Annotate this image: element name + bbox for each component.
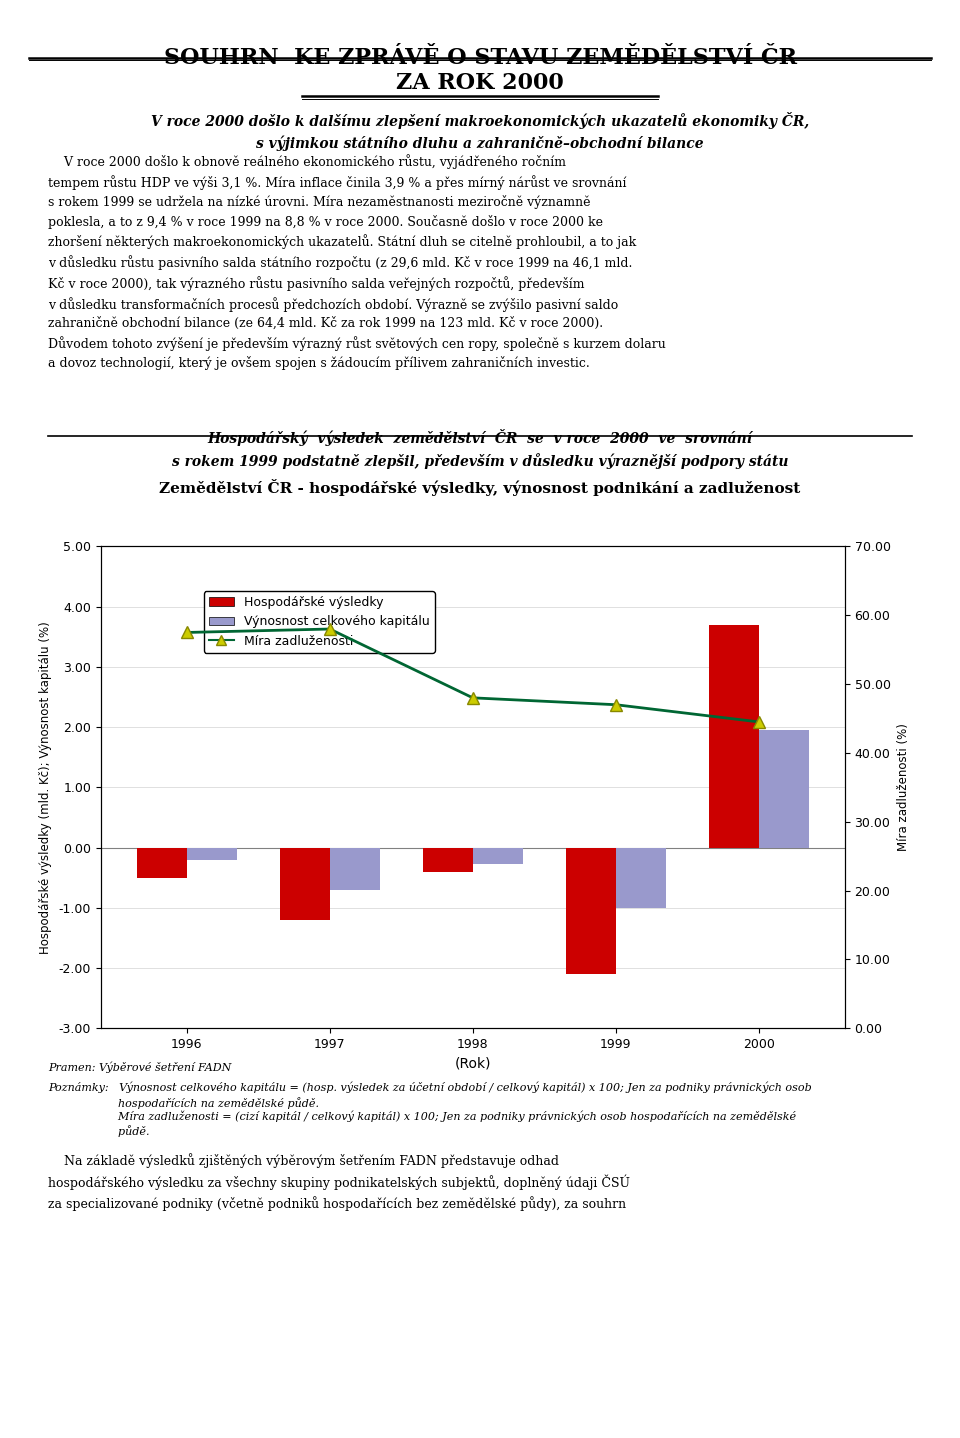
Text: Zemědělství ČR - hospodářské výsledky, výnosnost podnikání a zadluženost: Zemědělství ČR - hospodářské výsledky, v… bbox=[159, 479, 801, 496]
Text: V roce 2000 došlo k obnově reálného ekonomického růstu, vyjádřeného ročním
tempe: V roce 2000 došlo k obnově reálného ekon… bbox=[48, 154, 665, 371]
Text: Poznámky:   Výnosnost celkového kapitálu = (hosp. výsledek za účetní období / ce: Poznámky: Výnosnost celkového kapitálu =… bbox=[48, 1081, 812, 1109]
Bar bbox=[759, 731, 809, 847]
Bar bbox=[708, 624, 759, 847]
Text: Míra zadluženosti = (cizí kapitál / celkový kapitál) x 100; Jen za podniky právn: Míra zadluženosti = (cizí kapitál / celk… bbox=[48, 1110, 796, 1137]
Text: Hospodářský  výsledek  zemědělství  ČR  se  v roce  2000  ve  srovnání
s rokem 1: Hospodářský výsledek zemědělství ČR se v… bbox=[172, 429, 788, 469]
Y-axis label: Hospodářské výsledky (mld. Kč); Výnosnost kapitálu (%): Hospodářské výsledky (mld. Kč); Výnosnos… bbox=[38, 621, 52, 953]
Bar bbox=[329, 847, 380, 890]
Bar bbox=[565, 847, 616, 974]
Bar bbox=[472, 847, 523, 864]
Legend: Hospodářské výsledky, Výnosnost celkového kapitálu, Míra zadluženosti: Hospodářské výsledky, Výnosnost celkovéh… bbox=[204, 591, 435, 653]
Y-axis label: Míra zadluženosti (%): Míra zadluženosti (%) bbox=[898, 723, 910, 851]
Text: ZA ROK 2000: ZA ROK 2000 bbox=[396, 72, 564, 93]
Text: V roce 2000 došlo k dalšímu zlepšení makroekonomických ukazatelů ekonomiky ČR,
s: V roce 2000 došlo k dalšímu zlepšení mak… bbox=[151, 112, 809, 151]
Bar bbox=[422, 847, 473, 871]
Bar bbox=[186, 847, 237, 860]
Text: Pramen: Výběrové šetření FADN: Pramen: Výběrové šetření FADN bbox=[48, 1061, 231, 1073]
Bar bbox=[279, 847, 329, 920]
Bar bbox=[136, 847, 186, 877]
Bar bbox=[616, 847, 666, 907]
Text: SOUHRN  KE ZPRÁVĚ O STAVU ZEMĚDĚLSTVÍ ČR: SOUHRN KE ZPRÁVĚ O STAVU ZEMĚDĚLSTVÍ ČR bbox=[163, 47, 797, 69]
Text: Na základě výsledků zjištěných výběrovým šetřením FADN představuje odhad
hospodá: Na základě výsledků zjištěných výběrovým… bbox=[48, 1153, 630, 1211]
X-axis label: (Rok): (Rok) bbox=[454, 1057, 492, 1070]
